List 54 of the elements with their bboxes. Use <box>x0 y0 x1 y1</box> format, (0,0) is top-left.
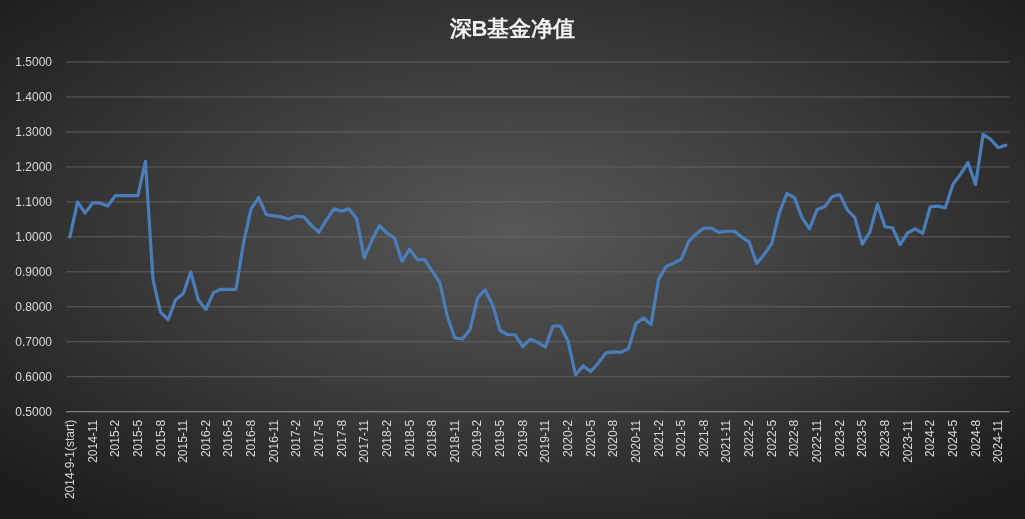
x-tick-label: 2021-2 <box>651 419 666 458</box>
x-tick-label: 2024-5 <box>945 419 960 458</box>
y-tick-label: 1.1000 <box>15 194 53 209</box>
x-tick-label: 2016-8 <box>244 419 259 458</box>
x-tick-label: 2015-11 <box>176 419 191 463</box>
x-tick-label: 2015-8 <box>153 419 168 458</box>
x-tick-label: 2017-8 <box>334 419 349 458</box>
x-tick-label: 2019-5 <box>493 419 508 458</box>
x-tick-label: 2022-5 <box>764 419 779 458</box>
x-tick-label: 2017-2 <box>289 419 304 458</box>
x-tick-label: 2018-8 <box>425 419 440 458</box>
y-tick-label: 1.5000 <box>15 55 53 69</box>
y-tick-label: 1.4000 <box>15 89 53 104</box>
x-tick-label: 2015-5 <box>130 419 145 458</box>
x-tick-label: 2024-2 <box>923 419 938 458</box>
chart-title: 深B基金净值 <box>448 16 576 41</box>
x-tick-label: 2020-11 <box>628 419 643 463</box>
x-tick-label: 2018-2 <box>379 419 394 458</box>
x-tick-label: 2023-5 <box>855 419 870 458</box>
x-tick-label: 2022-2 <box>742 419 757 458</box>
x-tick-label: 2017-5 <box>312 419 326 458</box>
y-tick-label: 0.9000 <box>15 264 53 279</box>
x-tick-label: 2014-11 <box>85 419 100 463</box>
x-tick-label: 2019-2 <box>470 419 485 458</box>
x-tick-label: 2019-11 <box>538 419 553 463</box>
y-tick-label: 0.6000 <box>15 369 53 384</box>
x-tick-label: 2016-2 <box>198 419 213 458</box>
x-tick-label: 2020-2 <box>561 419 576 458</box>
x-tick-label: 2021-8 <box>696 419 711 458</box>
x-tick-label: 2024-8 <box>968 419 983 458</box>
x-tick-label: 2018-5 <box>402 419 417 458</box>
x-tick-label: 2020-5 <box>583 419 598 458</box>
x-tick-label: 2017-11 <box>357 419 372 463</box>
y-tick-label: 1.0000 <box>15 229 53 244</box>
y-tick-label: 1.3000 <box>15 124 53 139</box>
x-tick-label: 2022-11 <box>810 419 825 463</box>
x-tick-label: 2016-11 <box>266 419 281 463</box>
x-tick-label: 2015-2 <box>108 419 123 458</box>
y-tick-label: 0.8000 <box>15 299 53 314</box>
y-tick-label: 0.7000 <box>15 334 53 349</box>
x-tick-label: 2020-8 <box>606 419 621 458</box>
x-tick-label: 2019-8 <box>515 419 530 458</box>
x-tick-label: 2016-5 <box>221 419 236 458</box>
x-tick-label: 2021-5 <box>674 419 689 458</box>
x-tick-label: 2022-8 <box>787 419 802 458</box>
y-tick-label: 1.2000 <box>15 159 53 174</box>
x-tick-label: 2018-11 <box>447 419 462 463</box>
x-tick-label: 2021-11 <box>719 419 734 463</box>
x-tick-label: 2014-9-1(start) <box>62 419 77 500</box>
x-tick-label: 2023-2 <box>832 419 847 458</box>
y-tick-label: 0.5000 <box>15 404 53 419</box>
x-tick-label: 2024-11 <box>991 419 1006 463</box>
x-tick-label: 2023-11 <box>900 419 915 463</box>
x-tick-label: 2023-8 <box>877 419 892 458</box>
